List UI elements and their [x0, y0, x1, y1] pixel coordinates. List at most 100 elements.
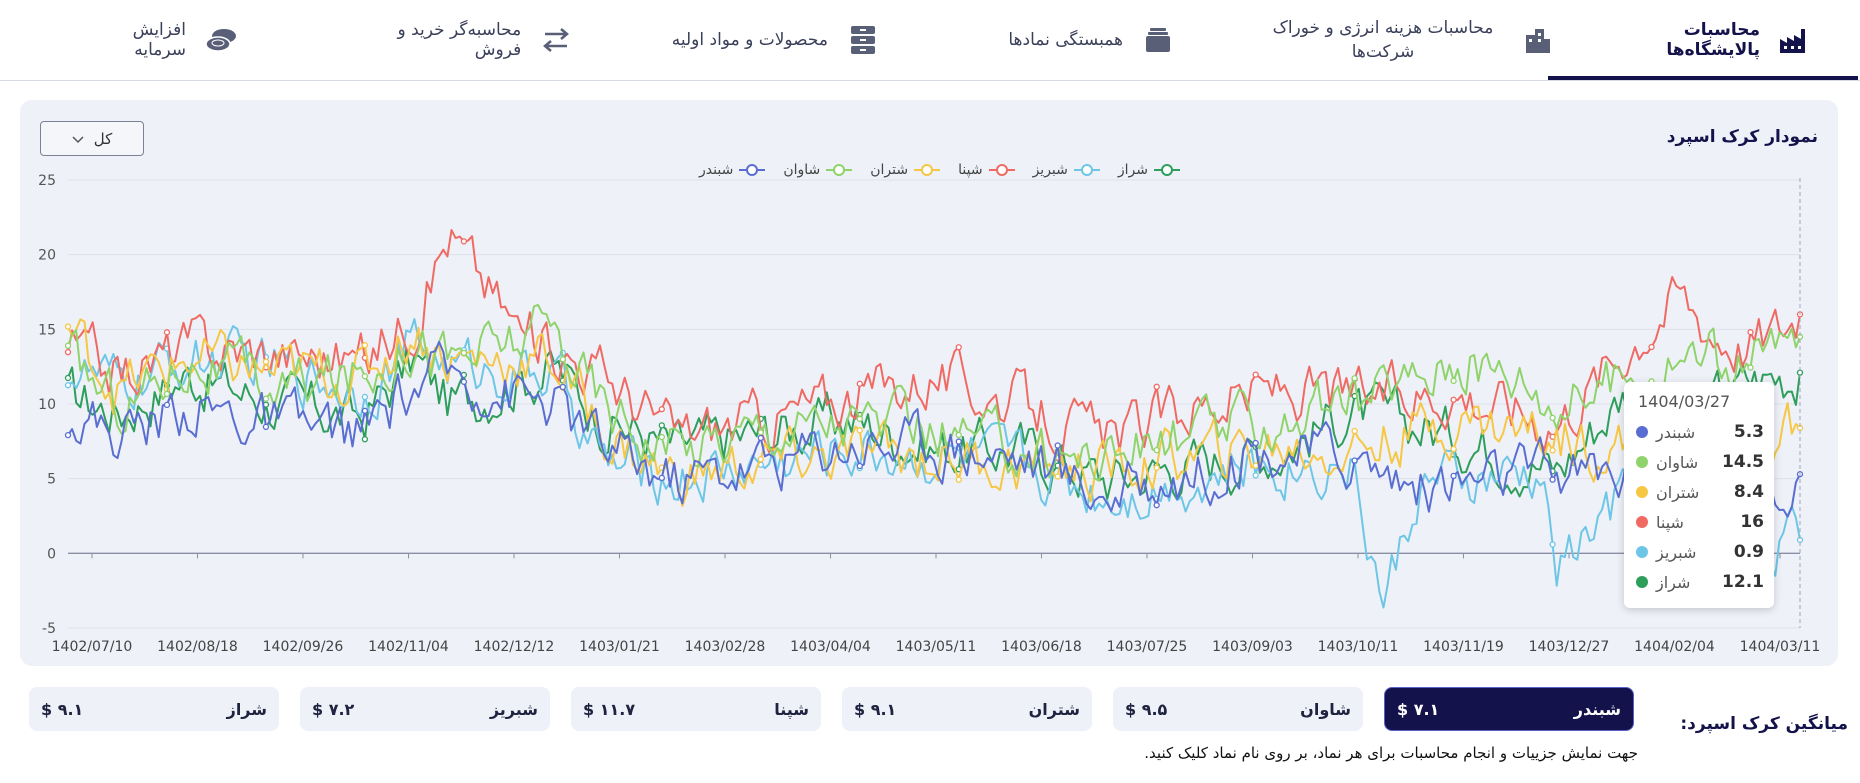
x-tick-label: 1403/05/11: [896, 639, 977, 655]
series-point: [1549, 476, 1556, 483]
buildings-icon: [1521, 23, 1555, 57]
tooltip-series-name: شبریز: [1656, 542, 1697, 562]
series-point: [658, 406, 665, 413]
tab-correlation[interactable]: همبستگی نمادها: [995, 0, 1175, 80]
y-tick-label: 10: [38, 397, 56, 413]
y-tick-label: 20: [38, 248, 56, 264]
average-card[interactable]: $ ۱۱.۷ شپنا: [571, 687, 821, 731]
average-symbol: شراز: [226, 699, 267, 719]
series-point: [658, 433, 665, 441]
average-value: $ ۹.۵: [1125, 699, 1168, 719]
series-point: [1351, 375, 1358, 382]
series-point: [757, 429, 764, 436]
series-point: [955, 476, 962, 483]
tooltip-dot: [1636, 426, 1648, 438]
tooltip-value: 0.9: [1733, 542, 1764, 562]
legend-swatch: [1154, 164, 1180, 176]
x-tick-label: 1403/01/21: [579, 639, 660, 655]
average-card[interactable]: $ ۷.۱ شبندر: [1384, 687, 1634, 731]
legend-label: شراز: [1117, 162, 1148, 178]
y-tick-label: 15: [38, 322, 56, 338]
series-point: [856, 427, 863, 434]
range-select[interactable]: کل: [40, 121, 144, 156]
x-tick-label: 1403/04/04: [790, 639, 871, 655]
average-symbol: شبریز: [489, 699, 538, 719]
tab-energy-costs[interactable]: محاسبات هزینه انرژی و خوراک شرکت‌ها: [1255, 0, 1555, 80]
average-label: میانگین کرک اسپرد:: [1680, 714, 1848, 734]
average-symbol: شپنا: [774, 699, 809, 719]
legend-label: شاوان: [783, 162, 821, 178]
series-point: [64, 374, 72, 382]
legend-item[interactable]: شراز: [1118, 162, 1180, 178]
chart-title: نمودار کرک اسپرد: [1666, 127, 1818, 147]
average-card[interactable]: $ ۹.۱ شتران: [842, 687, 1092, 731]
x-tick-label: 1403/06/18: [1001, 639, 1082, 655]
refinery-icon: [1778, 23, 1810, 57]
series-point: [856, 462, 863, 470]
series-point: [1054, 442, 1061, 449]
x-tick-label: 1402/09/26: [263, 639, 344, 655]
hint-text: جهت نمایش جزییات و انجام محاسبات برای هر…: [1144, 744, 1638, 762]
series-point: [955, 344, 962, 351]
tab-capital-increase[interactable]: افزایش سرمایه: [78, 0, 238, 80]
series-point: [1252, 371, 1259, 378]
series-point: [1153, 502, 1160, 509]
series-point: [658, 422, 665, 429]
series-point: [1549, 541, 1556, 548]
x-tick-label: 1403/02/28: [685, 639, 766, 655]
tooltip-series-name: شاوان: [1656, 452, 1699, 472]
tooltip-series-name: شپنا: [1656, 512, 1684, 532]
legend-item[interactable]: شبریز: [1033, 162, 1100, 178]
series-line: [67, 318, 1801, 507]
average-value: $ ۷.۲: [312, 699, 355, 719]
series-point: [559, 356, 567, 363]
series-point: [757, 456, 764, 463]
tab-products[interactable]: محصولات و مواد اولیه: [670, 0, 880, 80]
tab-bar: محاسبات پالایشگاه‌ها محاسبات هزینه انرژی…: [0, 0, 1860, 81]
series-point: [1747, 364, 1754, 371]
series-point: [1450, 445, 1457, 453]
series-point: [1351, 457, 1358, 464]
x-tick-label: 1403/10/11: [1318, 639, 1399, 655]
average-card[interactable]: $ ۷.۲ شبریز: [300, 687, 550, 731]
layers-icon: [1141, 23, 1175, 57]
x-tick-label: 1403/12/27: [1529, 639, 1610, 655]
tab-refineries[interactable]: محاسبات پالایشگاه‌ها: [1600, 0, 1810, 80]
series-point: [163, 390, 171, 398]
series-point: [856, 380, 863, 387]
legend-item[interactable]: شتران: [870, 162, 941, 178]
legend-label: شتران: [870, 162, 909, 178]
series-point: [262, 423, 270, 431]
series-point: [1351, 427, 1358, 435]
series-line: [67, 229, 1801, 459]
legend-swatch: [1073, 164, 1100, 176]
average-value: $ ۹.۱: [41, 699, 84, 719]
series-line: [67, 318, 1801, 609]
tooltip-row: شتران 8.4: [1636, 478, 1764, 506]
series-point: [361, 342, 369, 349]
series-point: [460, 238, 468, 245]
chart-tooltip: 1404/03/27 شبندر 5.3 شاوان 14.5 شتران 8.4 شپنا…: [1624, 382, 1774, 608]
tooltip-row: شراز 12.1: [1636, 568, 1764, 596]
legend-label: شپنا: [958, 162, 983, 178]
tooltip-row: شبندر 5.3: [1636, 418, 1764, 446]
active-tab-indicator: [1548, 76, 1858, 80]
series-point: [1252, 439, 1259, 447]
legend-swatch: [826, 164, 853, 176]
series-point: [1450, 377, 1457, 385]
tab-trade-calculator[interactable]: محاسبه‌گر خرید و فروش: [352, 0, 572, 80]
legend-item[interactable]: شپنا: [958, 162, 1015, 178]
average-card[interactable]: $ ۹.۱ شراز: [29, 687, 279, 731]
series-point: [460, 349, 468, 357]
legend-item[interactable]: شاوان: [783, 162, 853, 178]
average-symbol: شتران: [1028, 699, 1080, 719]
legend-item[interactable]: شبندر: [699, 162, 766, 178]
series-point: [460, 378, 468, 385]
series-point: [955, 438, 962, 445]
x-tick-label: 1402/12/12: [474, 639, 555, 655]
average-card[interactable]: $ ۹.۵ شاوان: [1113, 687, 1363, 731]
series-line: [67, 340, 1801, 518]
tooltip-row: شاوان 14.5: [1636, 448, 1764, 476]
series-point: [559, 383, 567, 391]
